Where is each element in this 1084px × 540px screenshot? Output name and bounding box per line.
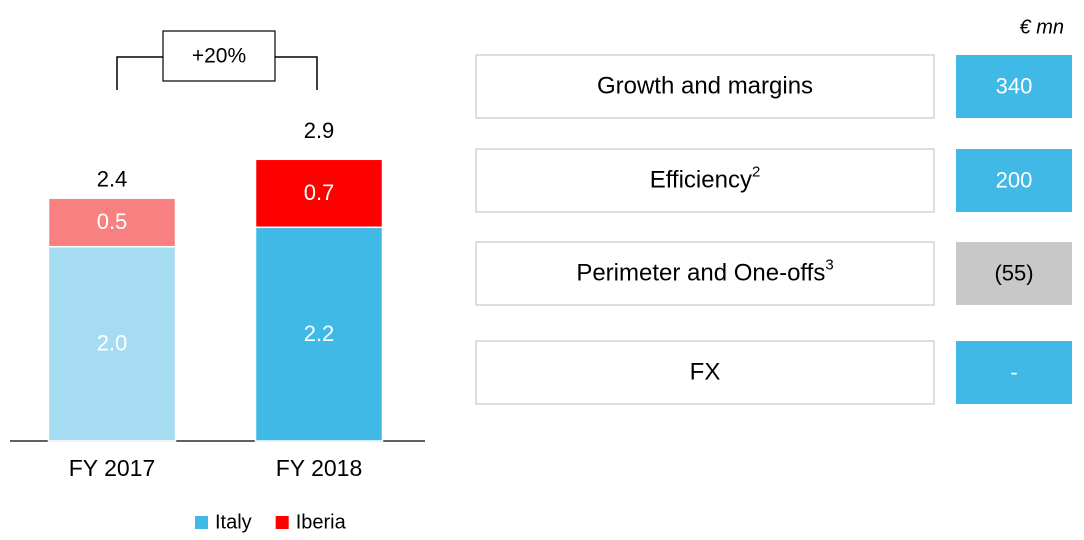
- unit-label: € mn: [1020, 16, 1064, 38]
- bar-value-label: 0.5: [97, 209, 128, 234]
- legend-label: Iberia: [296, 511, 347, 533]
- row-label-box: [475, 241, 935, 306]
- x-tick-label: FY 2018: [276, 455, 363, 481]
- legend-swatch: [275, 516, 289, 529]
- total-label: 2.4: [97, 167, 128, 192]
- row-label-text: FX: [690, 359, 721, 386]
- bar-segment: [47, 197, 177, 248]
- row-label-box: [475, 148, 935, 213]
- row-label: FX: [690, 359, 721, 386]
- x-tick-label: FY 2017: [69, 455, 156, 481]
- legend-label: Italy: [215, 511, 252, 533]
- row-value-box: [956, 242, 1072, 305]
- row-footnote: 2: [752, 163, 760, 180]
- row-label-text: Growth and margins: [597, 73, 813, 100]
- bar-value-label: 2.2: [304, 321, 335, 346]
- row-label: Perimeter and One-offs3: [576, 256, 833, 286]
- row-value: -: [1010, 359, 1017, 384]
- row-label: Growth and margins: [597, 73, 813, 100]
- row-label-box: [475, 340, 935, 405]
- row-value-box: [956, 341, 1072, 404]
- row-value: (55): [994, 260, 1033, 285]
- bar-segment: [254, 158, 384, 229]
- row-value-box: [956, 149, 1072, 212]
- bar-segment: [254, 226, 384, 442]
- annotation: +20%: [192, 45, 246, 68]
- legend-swatch: [195, 516, 208, 529]
- row-value-box: [956, 55, 1072, 118]
- row-label-box: [475, 54, 935, 119]
- bar-value-label: 0.7: [304, 180, 335, 205]
- bracket: [116, 56, 318, 90]
- row-label-text: Efficiency: [650, 167, 752, 194]
- row-label: Efficiency2: [650, 163, 761, 193]
- row-label-text: Perimeter and One-offs: [576, 260, 825, 287]
- row-value: 200: [996, 167, 1033, 192]
- row-footnote: 3: [825, 256, 833, 273]
- row-value: 340: [996, 73, 1033, 98]
- bar-value-label: 2.0: [97, 331, 128, 356]
- total-label: 2.9: [304, 118, 335, 143]
- annotation-box: [162, 30, 276, 82]
